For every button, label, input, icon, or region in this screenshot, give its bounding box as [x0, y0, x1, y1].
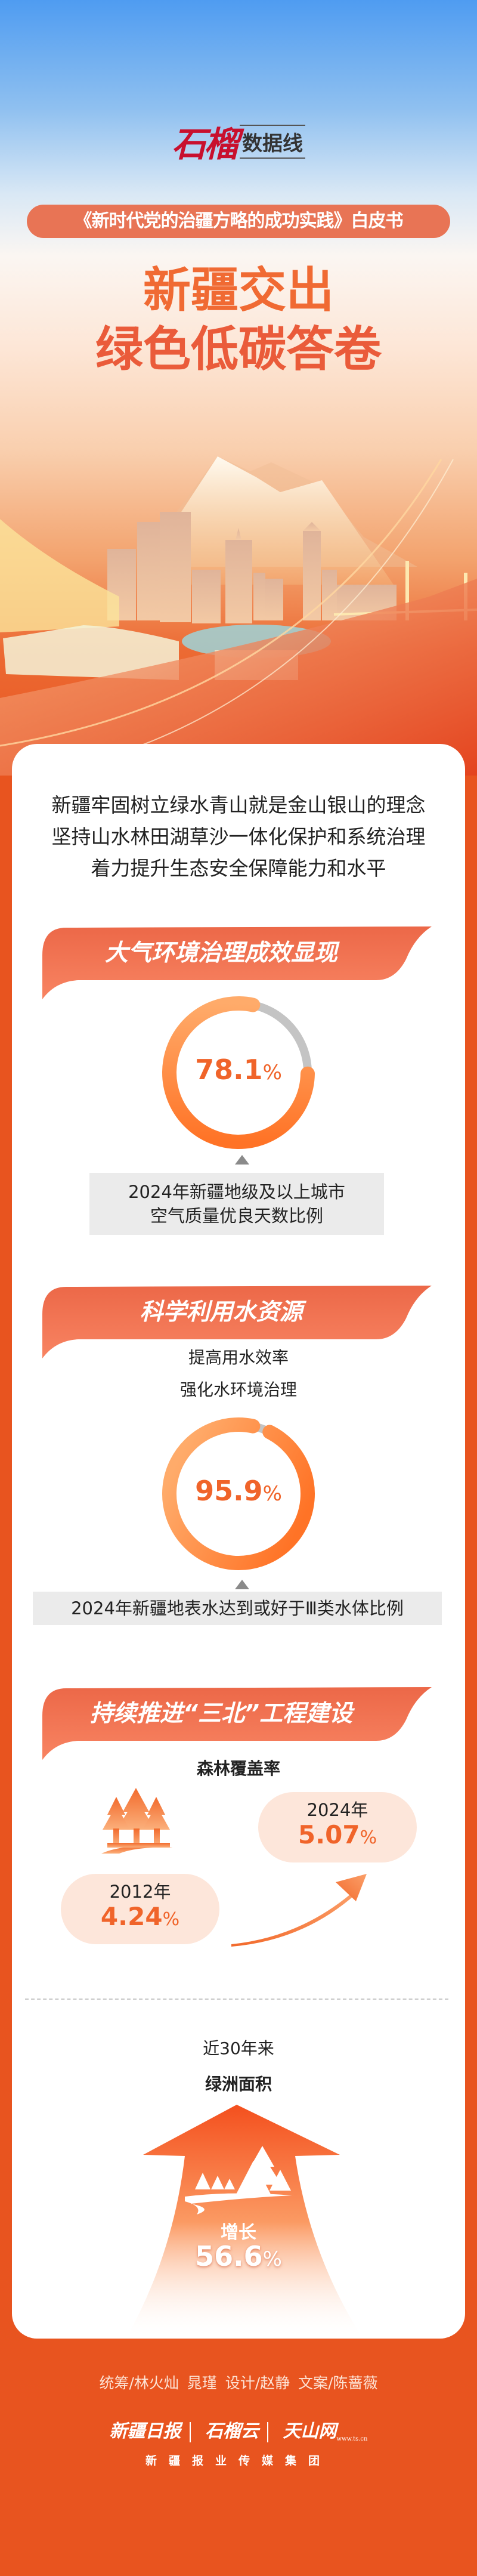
skyline — [107, 512, 397, 623]
donut-chart-air — [162, 996, 315, 1149]
section-divider — [25, 1999, 448, 2000]
oasis-label: 绿洲面积 — [205, 2074, 272, 2094]
logo-xinjiang-daily: 新疆日报 — [109, 2421, 181, 2442]
pointer-triangle-icon — [235, 1155, 249, 1165]
forest-2012-bubble: 2012年 4.24% — [61, 1874, 219, 1944]
footer-logos: 新疆日报 石榴云 天山网www.ts.cn — [0, 2416, 477, 2442]
section-heading: 大气环境治理成效显现 — [104, 940, 337, 966]
city-illustration — [0, 456, 477, 776]
section-banner-water: 科学利用水资源 — [42, 1286, 432, 1363]
oasis-growth-value: 56.6% — [195, 2240, 282, 2272]
section-heading: 科学利用水资源 — [140, 1299, 303, 1326]
bonded-zone-building — [0, 519, 119, 632]
water-caption: 2024年新疆地表水达到或好于Ⅲ类水体比例 — [33, 1592, 442, 1625]
intro-line: 着力提升生态安全保障能力和水平 — [91, 857, 386, 880]
donut-value-arc — [162, 1417, 315, 1570]
intro-text: 新疆牢固树立绿水青山就是金山银山的理念 坚持山水林田湖草沙一体化保护和系统治理 … — [12, 789, 465, 884]
forest-river-icon — [185, 2146, 292, 2214]
water-quality-value: 95.9% — [195, 1475, 282, 1507]
media-group-name: 新疆报业传媒集团 — [145, 2454, 332, 2467]
page-title-line2: 绿色低碳答卷 — [95, 321, 382, 377]
hero-header: 石榴 数据线 《新时代党的治疆方略的成功实践》白皮书 新疆交出 绿色低碳答卷 — [0, 0, 477, 776]
logo-brand: 石榴 — [171, 124, 238, 165]
station-building — [3, 625, 179, 680]
intro-line: 坚持山水林田湖草沙一体化保护和系统治理 — [51, 825, 426, 848]
mountains — [161, 456, 394, 585]
forest-2024-bubble: 2024年 5.07% — [258, 1792, 417, 1862]
credits: 统筹/林火灿 晁瑾 设计/赵静 文案/陈蔷薇 — [99, 2374, 378, 2392]
air-caption: 2024年新疆地级及以上城市 空气质量优良天数比例 — [89, 1173, 384, 1235]
donut-chart-water — [162, 1417, 315, 1570]
big-up-arrow-icon — [126, 2105, 363, 2339]
oasis-period: 近30年来 — [203, 2038, 274, 2058]
logo-shiliuyun: 石榴云 — [205, 2421, 259, 2442]
intro-line: 新疆牢固树立绿水青山就是金山银山的理念 — [51, 793, 426, 817]
content-card: 新疆牢固树立绿水青山就是金山银山的理念 坚持山水林田湖草沙一体化保护和系统治理 … — [12, 744, 465, 2339]
growth-arrow-icon — [231, 1874, 367, 1947]
trees-icon — [101, 1788, 173, 1854]
page-title-line1: 新疆交出 — [143, 262, 334, 318]
forest-coverage-label: 森林覆盖率 — [196, 1759, 280, 1778]
air-quality-value: 78.1% — [195, 1054, 282, 1086]
road-sweep — [0, 579, 477, 776]
tianshan-url: www.ts.cn — [336, 2436, 368, 2442]
section-heading: 持续推进“三北”工程建设 — [89, 1700, 353, 1727]
section-banner-air: 大气环境治理成效显现 — [42, 926, 432, 1004]
pointer-triangle-icon — [235, 1580, 249, 1589]
logo-tianshan-net: 天山网 — [283, 2421, 337, 2442]
whitepaper-subtitle: 《新时代党的治疆方略的成功实践》白皮书 — [27, 205, 450, 238]
logo-sub: 数据线 — [240, 124, 305, 159]
water-goals: 提高用水效率 强化水环境治理 — [179, 1348, 297, 1400]
donut-value-arc — [162, 996, 315, 1149]
brand-logo: 石榴 数据线 — [0, 116, 477, 166]
section-banner-sanbei: 持续推进“三北”工程建设 — [42, 1687, 432, 1765]
growth-label: 增长 — [221, 2222, 256, 2243]
